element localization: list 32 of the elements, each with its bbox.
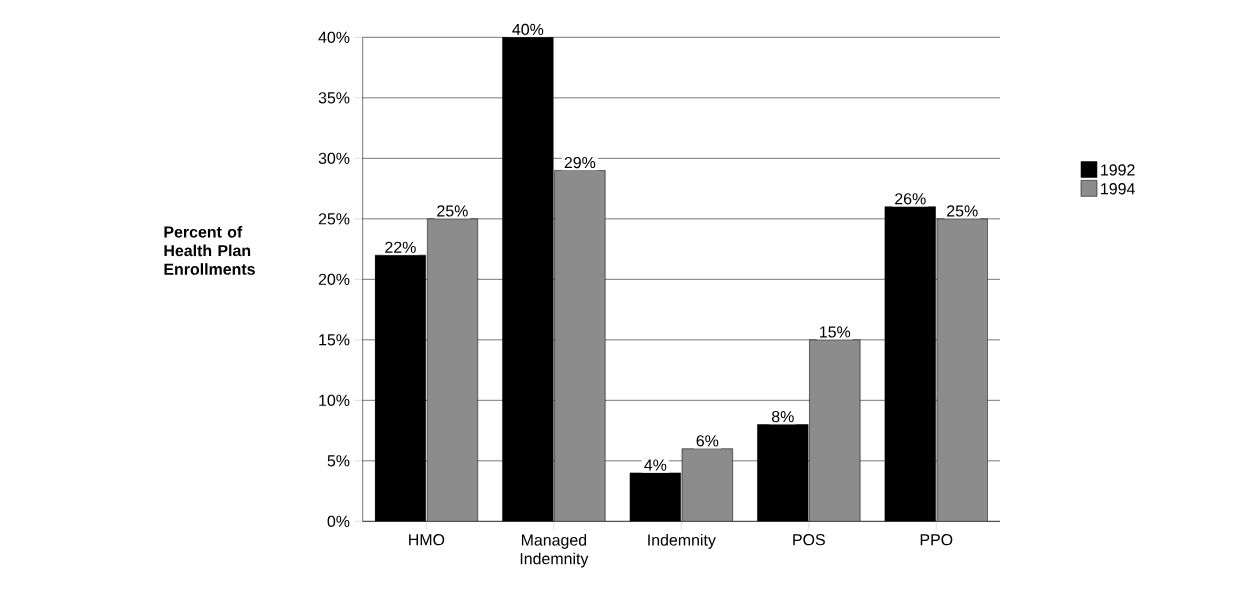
- x-tick-label: HMO: [409, 533, 445, 546]
- data-label: 4%: [644, 459, 667, 471]
- y-axis-title: Percent of Health Plan Enrollments: [164, 225, 255, 275]
- data-label: 26%: [895, 193, 926, 205]
- x-tick-label: PPO: [920, 533, 953, 546]
- y-tick-label: 15%: [319, 334, 350, 346]
- y-tick-label: 20%: [318, 273, 350, 285]
- data-label: 8%: [771, 410, 794, 423]
- y-tick-label: 25%: [318, 213, 350, 225]
- x-tick-label: Indemnity: [648, 533, 716, 549]
- data-label: 6%: [696, 435, 719, 447]
- x-tick-label: Managed Indemnity: [520, 533, 589, 568]
- legend-label: 1992: [1101, 164, 1135, 176]
- y-tick-label: 40%: [318, 31, 350, 43]
- y-tick-label: 10%: [319, 394, 350, 406]
- bar: [554, 170, 606, 522]
- y-tick-label: 30%: [318, 152, 350, 164]
- y-tick-label: 5%: [327, 455, 350, 467]
- y-tick-label: 35%: [318, 92, 350, 104]
- bar: [426, 218, 479, 522]
- bar: [936, 218, 988, 522]
- data-label: 25%: [947, 205, 978, 217]
- data-label: 15%: [820, 326, 851, 338]
- legend-label: 1994: [1101, 182, 1135, 195]
- data-label: 22%: [385, 241, 416, 253]
- data-label: 25%: [437, 205, 468, 217]
- x-tick-label: POS: [793, 533, 825, 546]
- y-tick-label: 0%: [327, 515, 350, 527]
- bar: [681, 448, 733, 522]
- bar: [809, 339, 861, 522]
- data-label: 29%: [564, 156, 596, 168]
- data-label: 40%: [512, 23, 544, 35]
